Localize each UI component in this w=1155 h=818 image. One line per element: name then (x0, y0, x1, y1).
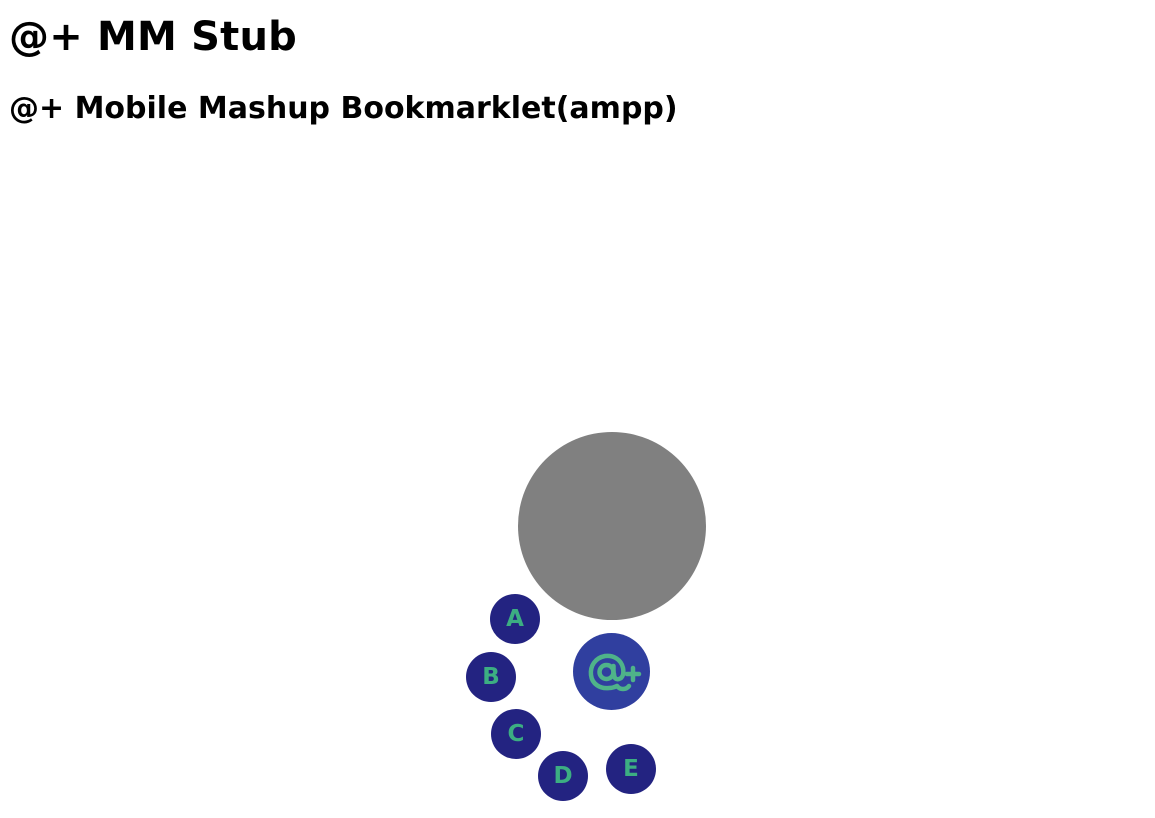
preview-circle (518, 432, 706, 620)
fab-menu-item-c[interactable]: C (491, 709, 541, 759)
page-subtitle: @+ Mobile Mashup Bookmarklet(ampp) (9, 91, 678, 126)
fab-menu-item-d[interactable]: D (538, 751, 588, 801)
main-fab-button[interactable] (573, 633, 650, 710)
fab-menu-item-b[interactable]: B (466, 652, 516, 702)
fab-menu-item-a[interactable]: A (490, 594, 540, 644)
page-title: @+ MM Stub (9, 14, 298, 60)
at-plus-logo-icon (588, 653, 641, 691)
fab-menu-item-e[interactable]: E (606, 744, 656, 794)
